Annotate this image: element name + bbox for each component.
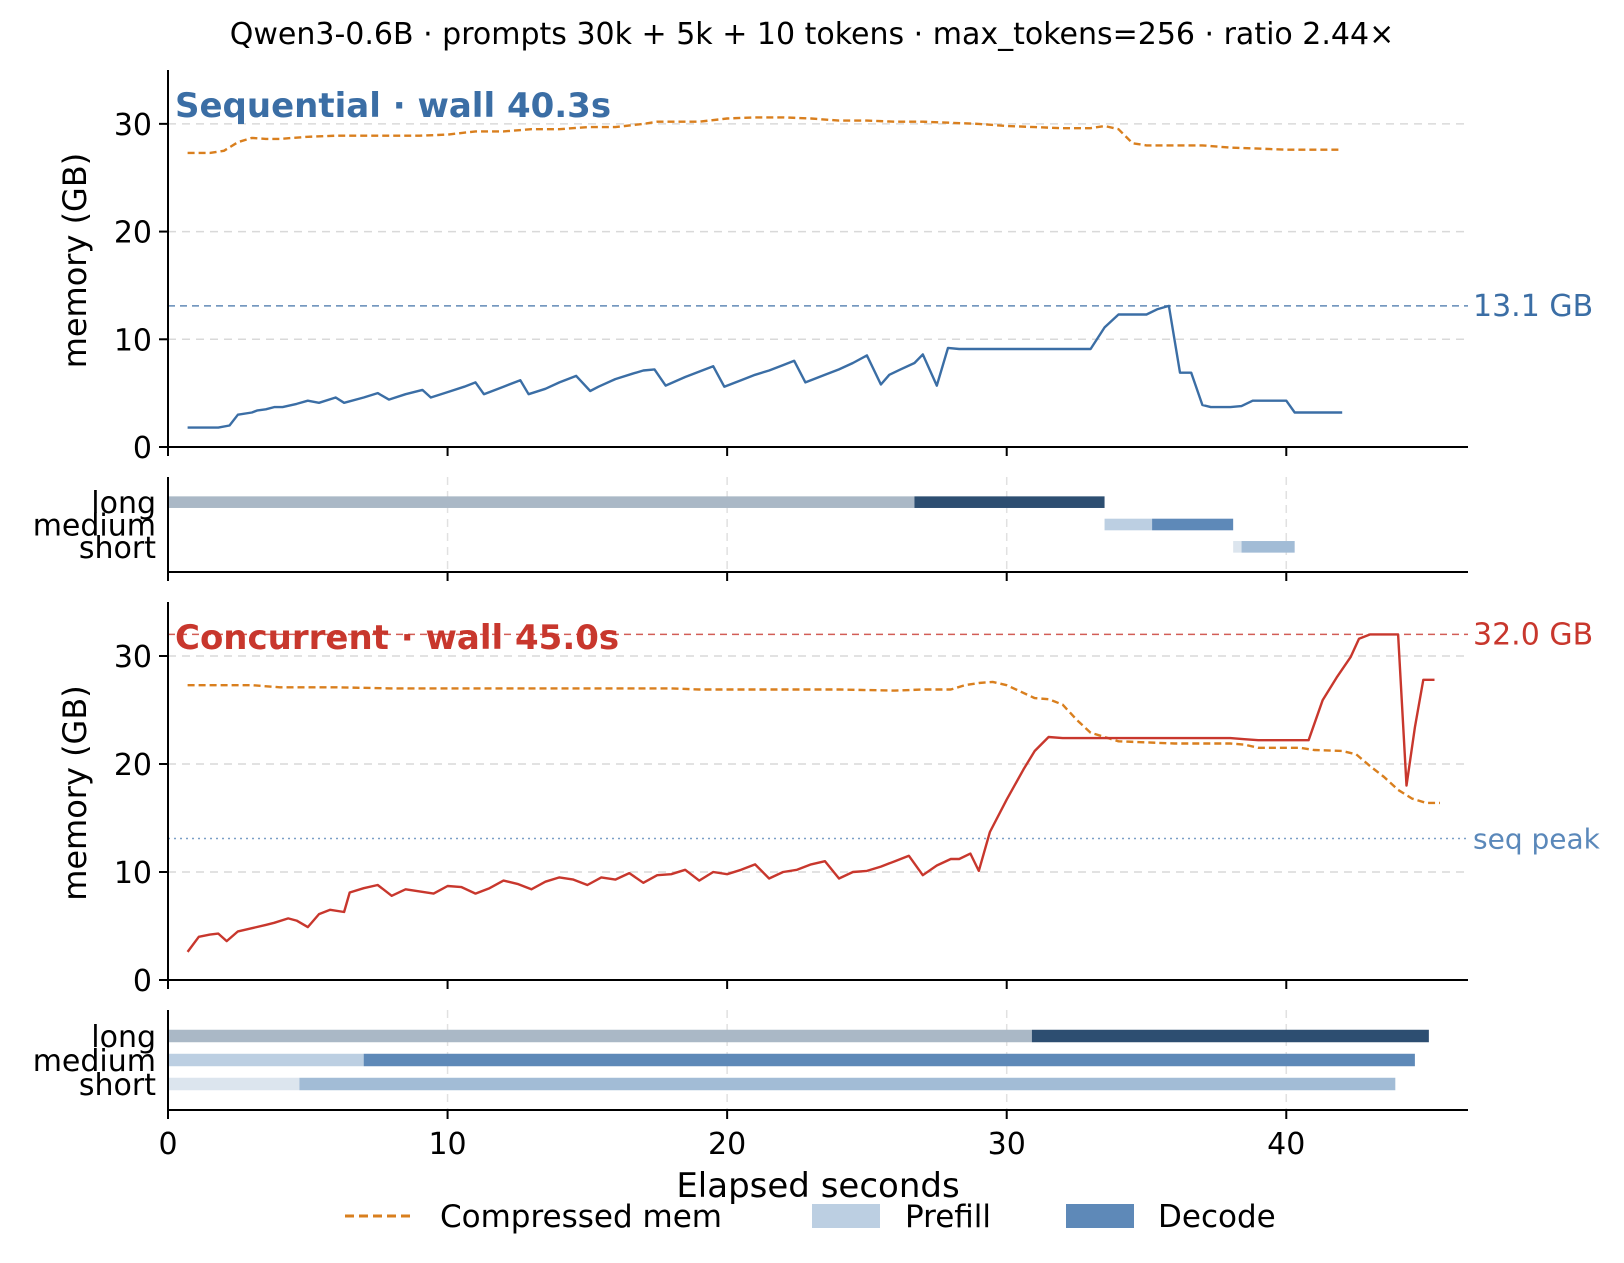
x-axis-label: Elapsed seconds bbox=[676, 1166, 959, 1206]
timeline-bar-long-decode bbox=[1031, 1029, 1429, 1043]
series-line-memory bbox=[186, 633, 1435, 953]
legend-swatch-decode bbox=[1066, 1204, 1134, 1228]
x-tick-label: 40 bbox=[1267, 1127, 1305, 1162]
panel-title: Sequential · wall 40.3s bbox=[175, 86, 611, 126]
category-label-short: short bbox=[79, 1068, 156, 1103]
x-tick-label: 30 bbox=[988, 1127, 1026, 1162]
series-line-compressed bbox=[187, 116, 1343, 155]
x-tick-label: 10 bbox=[428, 1127, 466, 1162]
y-axis-label: memory (GB) bbox=[56, 685, 94, 901]
timeline-bar-medium-prefill bbox=[1104, 518, 1153, 531]
timeline-bar-medium-decode bbox=[1152, 518, 1234, 531]
category-label-medium: medium bbox=[33, 509, 156, 544]
x-tick-label: 0 bbox=[158, 1127, 177, 1162]
panel-title: Concurrent · wall 45.0s bbox=[175, 618, 619, 658]
x-tick-label: 20 bbox=[708, 1127, 746, 1162]
y-tick-label: 0 bbox=[133, 431, 152, 466]
y-tick-label: 30 bbox=[114, 108, 152, 143]
chart-layer: 13.1 GB Sequential · wall 40.3s 0 10 20 30 mem… bbox=[33, 70, 1601, 1162]
y-tick-label: 20 bbox=[114, 748, 152, 783]
timeline-bar-short-decode bbox=[299, 1077, 1396, 1091]
timeline-bar-short-prefill bbox=[1233, 541, 1242, 553]
legend-swatch-prefill bbox=[812, 1204, 880, 1228]
category-label-long: long bbox=[91, 1020, 156, 1055]
legend: Compressed mem Prefill Decode bbox=[345, 1199, 1276, 1235]
y-tick-label: 10 bbox=[114, 323, 152, 358]
y-tick-label: 30 bbox=[114, 640, 152, 675]
legend-label: Decode bbox=[1158, 1199, 1276, 1235]
legend-label: Compressed mem bbox=[440, 1199, 722, 1235]
concurrent-memory-panel: 32.0 GB seq peak Concurrent · wall 45.0s 0 1… bbox=[56, 602, 1601, 999]
timeline-bar-medium-decode bbox=[363, 1053, 1415, 1067]
timeline-bar-short-prefill bbox=[168, 1077, 300, 1091]
timeline-bar-long-decode bbox=[914, 496, 1105, 508]
y-tick-label: 0 bbox=[133, 964, 152, 999]
category-label-short: short bbox=[79, 531, 156, 566]
reference-line-label: 32.0 GB bbox=[1473, 617, 1593, 652]
reference-line-label: 13.1 GB bbox=[1473, 289, 1593, 324]
reference-line-label: seq peak bbox=[1473, 823, 1601, 856]
y-tick-label: 10 bbox=[114, 856, 152, 891]
category-label-long: long bbox=[91, 486, 156, 521]
timeline-bar-long-prefill bbox=[168, 1029, 1032, 1043]
category-label-medium: medium bbox=[33, 1044, 156, 1079]
y-tick-label: 20 bbox=[114, 216, 152, 251]
figure-title: Qwen3-0.6B · prompts 30k + 5k + 10 token… bbox=[230, 17, 1395, 52]
timeline-bar-medium-prefill bbox=[168, 1053, 364, 1067]
series-line-compressed bbox=[187, 680, 1440, 805]
timeline-bar-long-prefill bbox=[168, 496, 915, 508]
sequential-memory-panel: 13.1 GB Sequential · wall 40.3s 0 10 20 30 mem… bbox=[56, 70, 1593, 466]
y-axis-label: memory (GB) bbox=[56, 153, 94, 369]
timeline-bar-short-decode bbox=[1241, 541, 1295, 553]
series-line-memory bbox=[187, 304, 1343, 429]
legend-label: Prefill bbox=[905, 1199, 991, 1235]
